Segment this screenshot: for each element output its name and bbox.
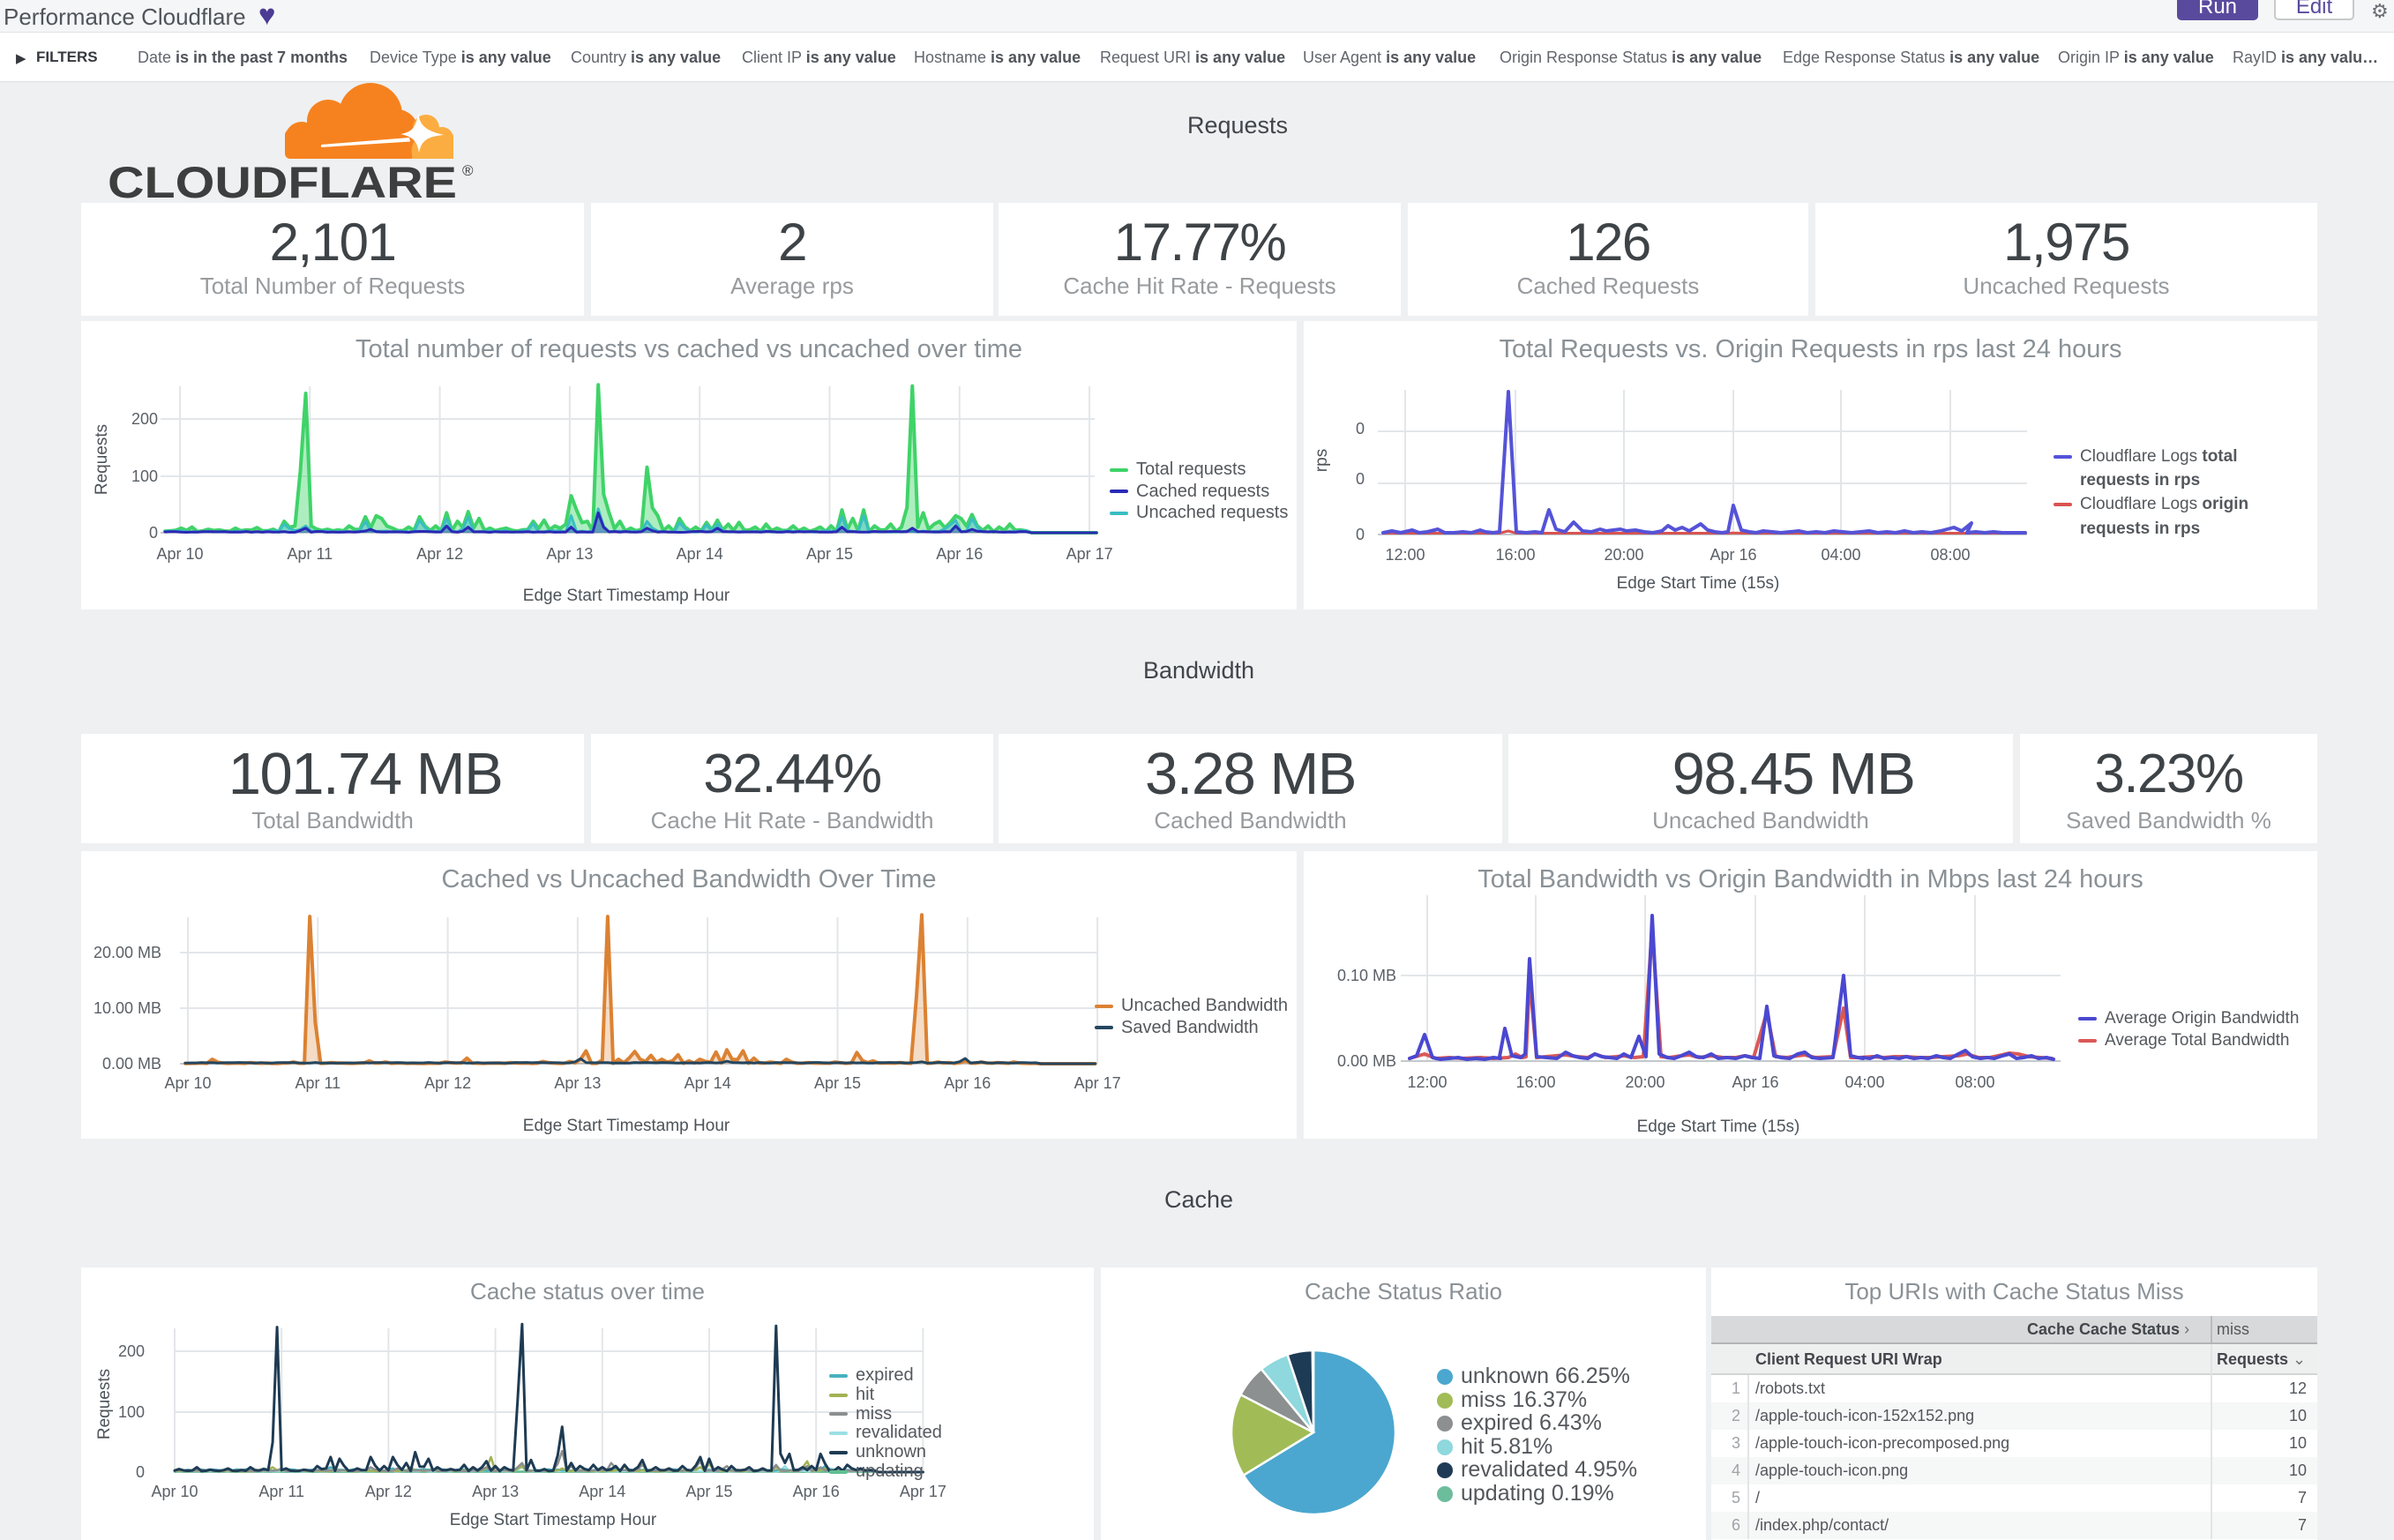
svg-text:20.00 MB: 20.00 MB — [94, 944, 161, 961]
svg-text:12:00: 12:00 — [1407, 1073, 1447, 1091]
svg-text:08:00: 08:00 — [1955, 1073, 1994, 1091]
svg-text:Apr 11: Apr 11 — [295, 1074, 340, 1092]
svg-text:16:00: 16:00 — [1515, 1073, 1555, 1091]
svg-text:rps: rps — [1313, 449, 1331, 472]
svg-text:0: 0 — [149, 524, 158, 542]
svg-text:Apr 16: Apr 16 — [1709, 546, 1756, 564]
svg-text:Apr 15: Apr 15 — [814, 1074, 861, 1092]
svg-text:16:00: 16:00 — [1495, 546, 1535, 564]
svg-text:100: 100 — [118, 1403, 145, 1421]
svg-text:Apr 16: Apr 16 — [944, 1074, 991, 1092]
svg-text:Edge Start Timestamp Hour: Edge Start Timestamp Hour — [523, 1117, 730, 1135]
svg-text:Apr 14: Apr 14 — [579, 1483, 625, 1500]
svg-text:20:00: 20:00 — [1625, 1073, 1665, 1091]
svg-text:Apr 12: Apr 12 — [365, 1483, 412, 1500]
svg-text:100: 100 — [131, 467, 158, 485]
svg-text:0.00 MB: 0.00 MB — [102, 1055, 161, 1073]
svg-text:Apr 14: Apr 14 — [677, 545, 723, 563]
svg-text:Apr 10: Apr 10 — [156, 545, 203, 563]
svg-text:Apr 16: Apr 16 — [936, 545, 983, 563]
svg-text:04:00: 04:00 — [1821, 546, 1860, 564]
svg-text:08:00: 08:00 — [1930, 546, 1970, 564]
svg-text:Apr 10: Apr 10 — [151, 1483, 198, 1500]
svg-text:Edge Start Time (15s): Edge Start Time (15s) — [1617, 574, 1780, 593]
svg-text:Apr 15: Apr 15 — [806, 545, 853, 563]
svg-text:0: 0 — [136, 1463, 145, 1481]
svg-text:Apr 13: Apr 13 — [472, 1483, 519, 1500]
svg-text:0: 0 — [1356, 420, 1365, 437]
svg-text:Apr 11: Apr 11 — [287, 545, 333, 563]
svg-text:0.10 MB: 0.10 MB — [1337, 967, 1396, 984]
svg-text:200: 200 — [118, 1342, 145, 1360]
svg-text:Requests: Requests — [93, 424, 111, 495]
svg-text:Edge Start Time (15s): Edge Start Time (15s) — [1637, 1118, 1800, 1136]
svg-text:CLOUDFLARE: CLOUDFLARE — [108, 161, 457, 206]
svg-text:Apr 13: Apr 13 — [554, 1074, 601, 1092]
svg-text:Apr 10: Apr 10 — [164, 1074, 211, 1092]
svg-text:Apr 14: Apr 14 — [685, 1074, 731, 1092]
svg-text:Apr 11: Apr 11 — [258, 1483, 304, 1500]
svg-text:20:00: 20:00 — [1604, 546, 1643, 564]
svg-text:Apr 12: Apr 12 — [424, 1074, 471, 1092]
svg-text:04:00: 04:00 — [1844, 1073, 1884, 1091]
svg-text:Apr 17: Apr 17 — [1066, 545, 1113, 563]
svg-text:Apr 12: Apr 12 — [416, 545, 463, 563]
svg-text:Edge Start Timestamp Hour: Edge Start Timestamp Hour — [450, 1511, 657, 1529]
svg-text:Apr 16: Apr 16 — [1732, 1073, 1778, 1091]
svg-text:Apr 16: Apr 16 — [793, 1483, 840, 1500]
svg-text:Requests: Requests — [95, 1369, 114, 1439]
svg-text:Edge Start Timestamp Hour: Edge Start Timestamp Hour — [523, 587, 730, 605]
svg-text:®: ® — [462, 162, 474, 179]
svg-text:Apr 15: Apr 15 — [685, 1483, 732, 1500]
svg-text:12:00: 12:00 — [1385, 546, 1425, 564]
svg-text:200: 200 — [131, 410, 158, 428]
svg-text:0: 0 — [1356, 470, 1365, 488]
svg-text:Apr 17: Apr 17 — [1074, 1074, 1121, 1092]
svg-text:0.00 MB: 0.00 MB — [1337, 1052, 1396, 1070]
svg-text:0: 0 — [1356, 526, 1365, 543]
svg-text:Apr 13: Apr 13 — [546, 545, 593, 563]
svg-text:10.00 MB: 10.00 MB — [94, 999, 161, 1017]
svg-text:Apr 17: Apr 17 — [900, 1483, 946, 1500]
